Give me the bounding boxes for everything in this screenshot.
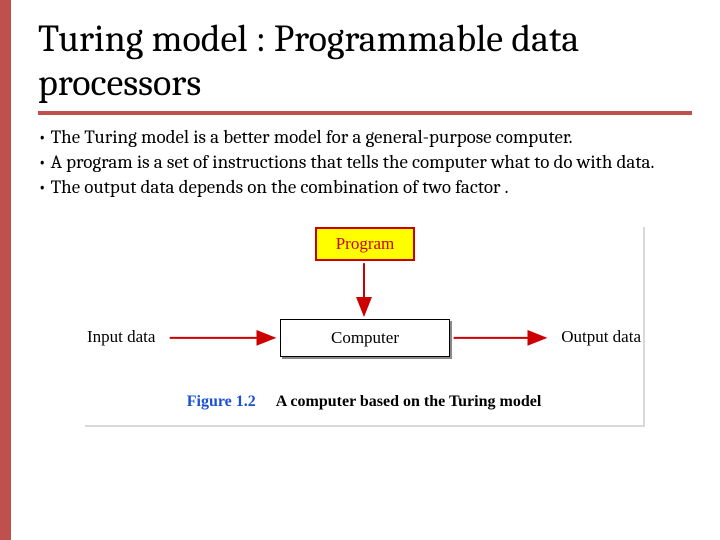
- input-label: Input data: [87, 327, 155, 347]
- figure-text: A computer based on the Turing model: [276, 393, 542, 410]
- bullet-item: • The Turing model is a better model for…: [38, 125, 678, 150]
- diagram-container: Program Computer Input data Output data …: [85, 227, 645, 427]
- turing-diagram: Program Computer Input data Output data: [85, 227, 643, 377]
- figure-caption: Figure 1.2 A computer based on the Turin…: [85, 393, 643, 411]
- slide-title: Turing model : Programmable data process…: [38, 18, 692, 105]
- figure-number: Figure 1.2: [187, 393, 256, 410]
- program-node: Program: [315, 227, 415, 261]
- title-underline: [38, 111, 692, 115]
- bullet-item: • A program is a set of instructions tha…: [38, 150, 678, 175]
- slide: Turing model : Programmable data process…: [0, 0, 720, 540]
- computer-node: Computer: [280, 319, 450, 357]
- bullet-list: • The Turing model is a better model for…: [38, 125, 678, 199]
- bullet-item: • The output data depends on the combina…: [38, 175, 678, 200]
- output-label: Output data: [561, 327, 641, 347]
